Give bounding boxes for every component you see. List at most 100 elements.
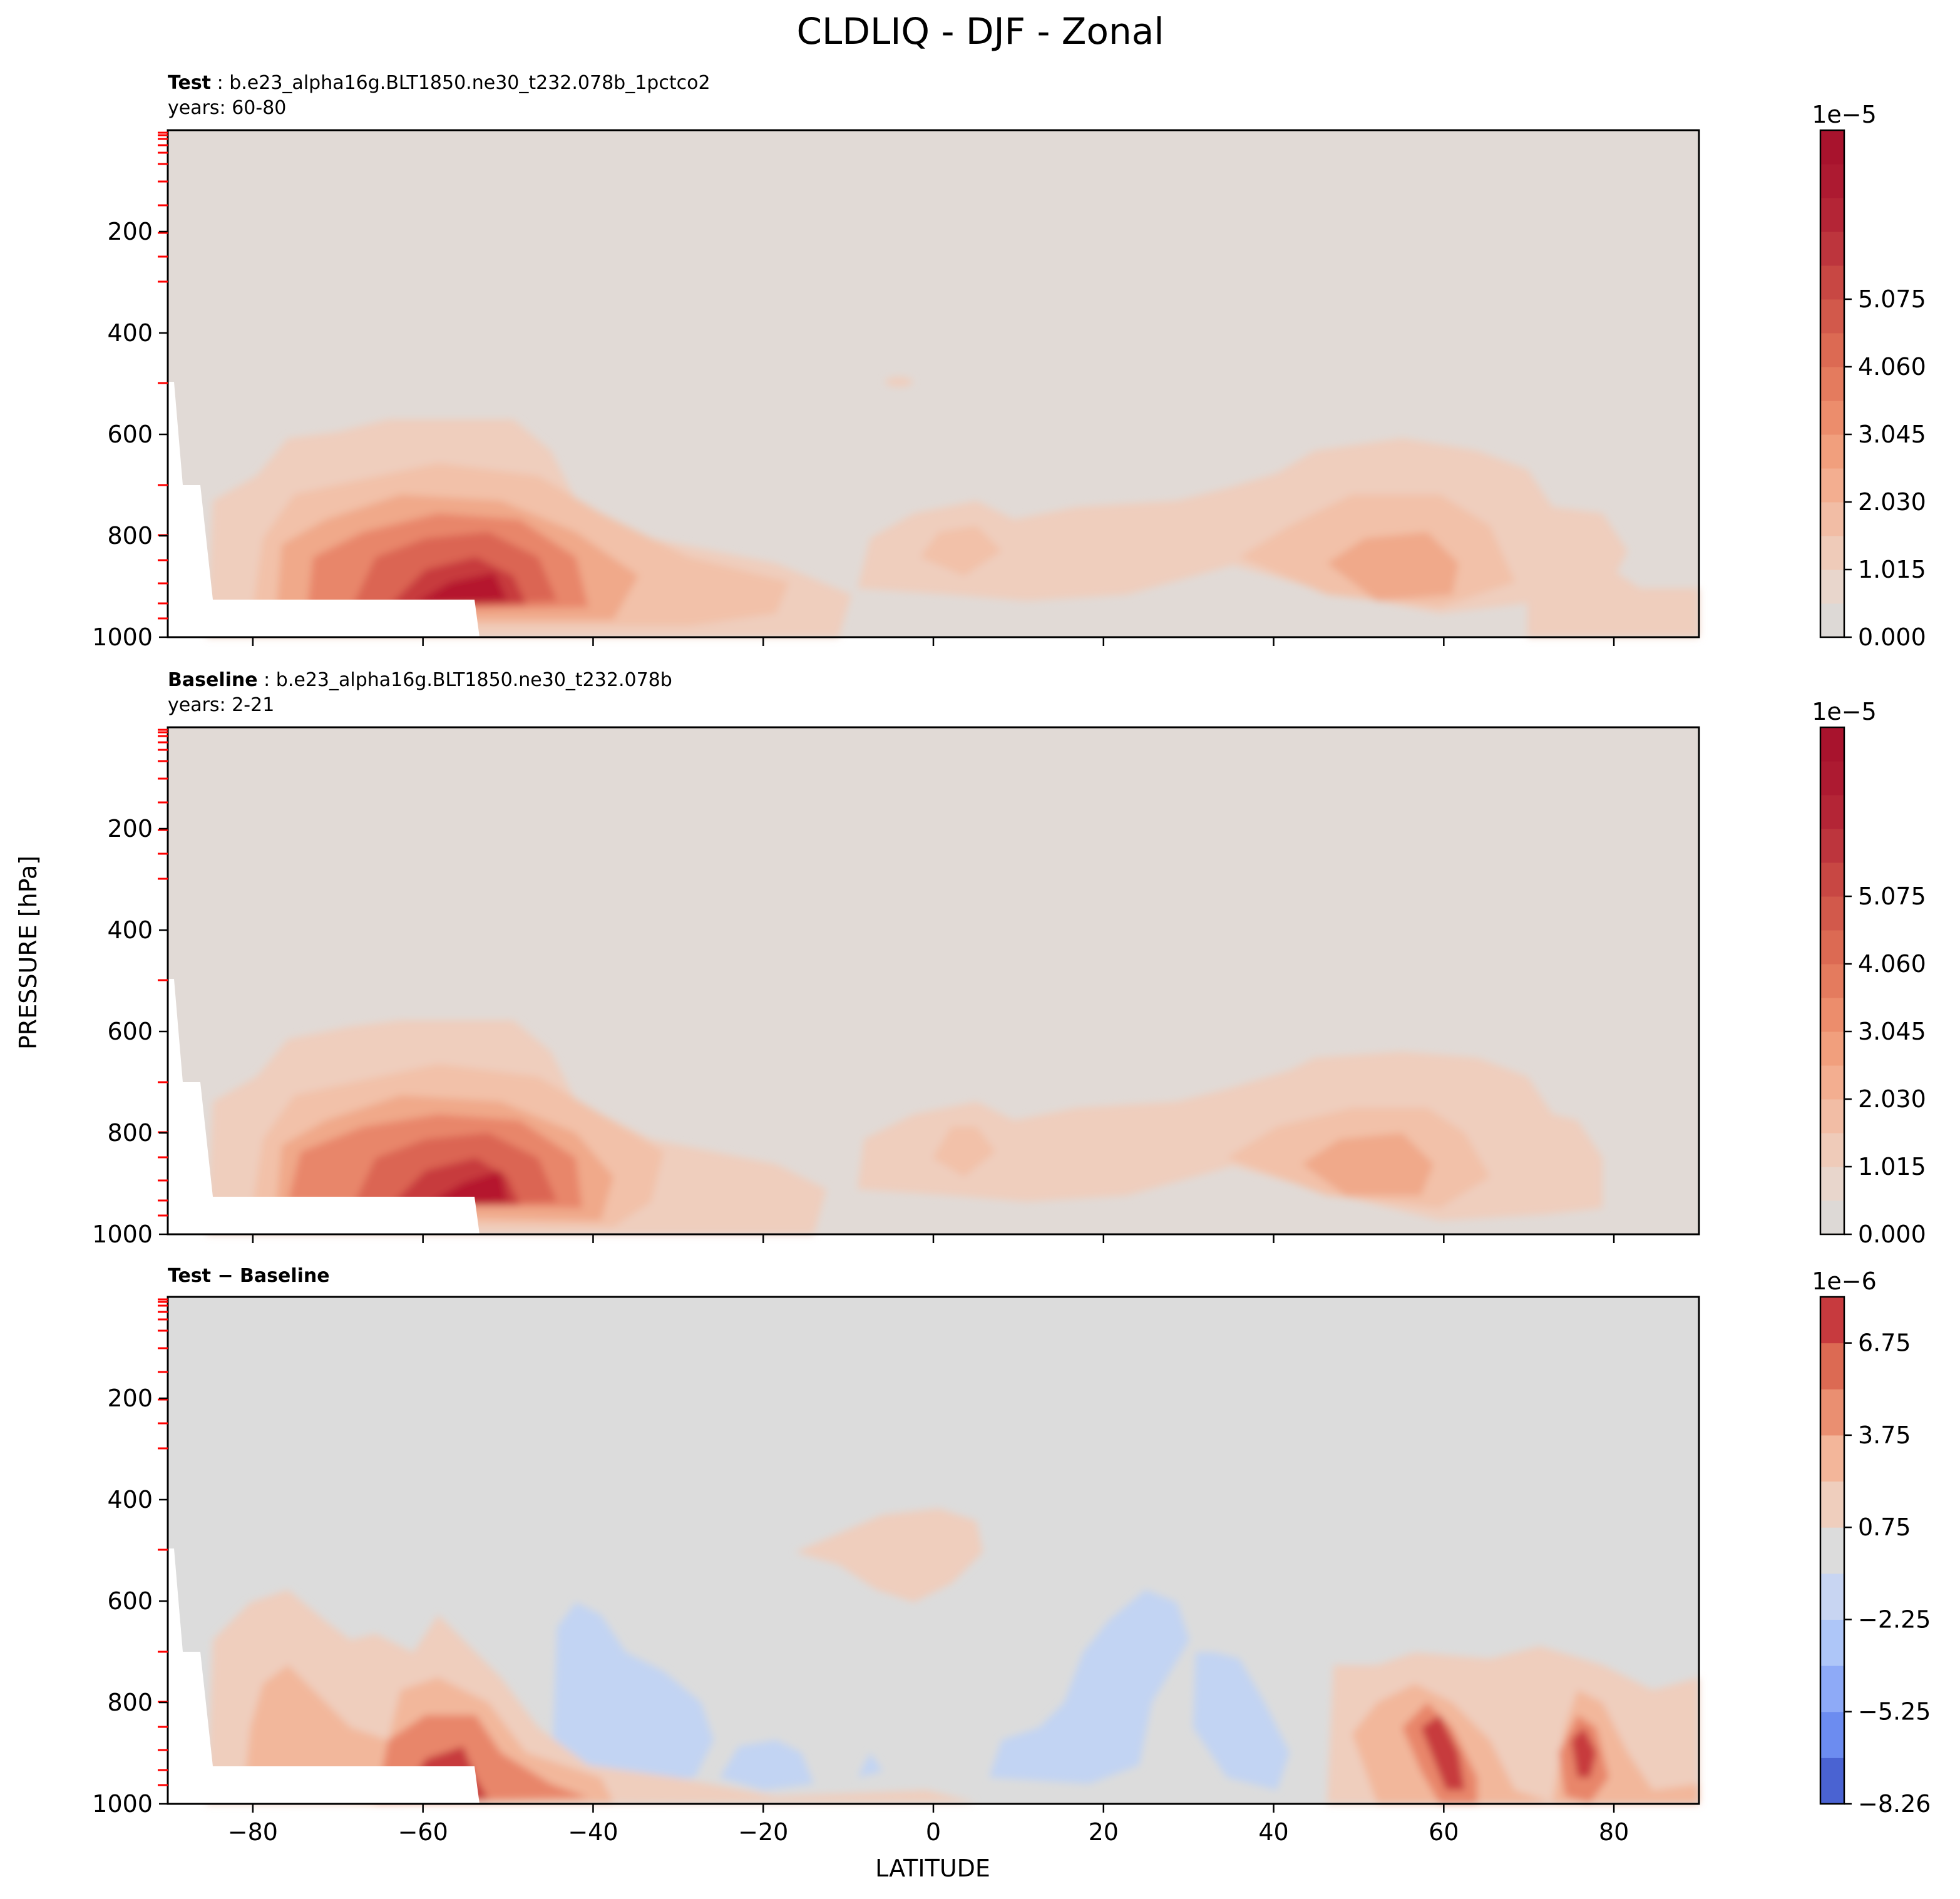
colorbar-swatch [1820, 603, 1844, 638]
colorbar-swatch [1820, 232, 1844, 266]
y-ticks: 200 400 600 800 1000 [92, 815, 168, 1248]
colorbar: 1e−6 −8.26 −5.25 −2.25 0.75 3.75 6.75 [1812, 1267, 1931, 1818]
red-level-ticks [158, 1298, 168, 1786]
panel-baseline: Baseline : b.e23_alpha16g.BLT1850.ne30_t… [92, 669, 1926, 1248]
y-tick-label: 600 [107, 1018, 153, 1045]
plot-area [168, 1297, 1699, 1804]
contour-n-3 [1327, 532, 1459, 601]
colorbar-exponent: 1e−5 [1812, 698, 1877, 725]
contour-level-7 [426, 1170, 507, 1205]
colorbar: 1e−5 0.000 1.015 2.030 3.045 4.060 5.075 [1812, 101, 1926, 651]
colorbar-swatch [1820, 1573, 1844, 1620]
x-axis-label: LATITUDE [875, 1855, 990, 1882]
panel-subtitle: years: 60-80 [168, 97, 286, 119]
y-tick-label: 800 [107, 522, 153, 550]
topography-mask [168, 1548, 480, 1804]
svg-text:Baseline : b.e23_alpha16: Baseline : b.e23_alpha16g.BLT1850.ne30_t… [168, 669, 672, 691]
colorbar-exponent: 1e−5 [1812, 101, 1877, 128]
colorbar-swatch [1820, 1758, 1844, 1804]
y-ticks: 200 400 600 800 1000 [92, 218, 168, 651]
x-tick-label: 40 [1258, 1818, 1288, 1846]
panel-title-case: : b.e23_alpha16g.BLT1850.ne30_t232.078b_… [217, 72, 711, 94]
contour-neg-4 [989, 1590, 1189, 1784]
colorbar-swatches [1820, 727, 1844, 1235]
x-tick-label: 0 [926, 1818, 941, 1846]
colorbar-swatch [1820, 727, 1844, 762]
x-tick-label: −20 [738, 1818, 788, 1846]
y-tick-label: 1000 [92, 623, 153, 651]
colorbar-swatch [1820, 1133, 1844, 1167]
colorbar-swatch [1820, 1065, 1844, 1100]
y-tick-label: 1000 [92, 1790, 153, 1818]
colorbar-swatch [1820, 1619, 1844, 1666]
contour-neg-5 [1193, 1652, 1290, 1790]
x-tick-label: 60 [1429, 1818, 1459, 1846]
contour-eq-2 [933, 1127, 995, 1177]
panel-test: Test : b.e23_alpha16g.BLT1850.ne30_t232.… [92, 72, 1926, 651]
colorbar-tick-label: −8.26 [1858, 1790, 1931, 1818]
colorbar-swatch [1820, 1711, 1844, 1758]
colorbar-swatch [1820, 401, 1844, 435]
colorbar-tick-label: 3.75 [1858, 1421, 1911, 1449]
colorbar-swatch [1820, 1099, 1844, 1134]
x-tick-label: −40 [568, 1818, 618, 1846]
colorbar-tick-label: 0.000 [1858, 623, 1926, 651]
colorbar-tick-label: 2.030 [1858, 488, 1926, 516]
x-ticks [252, 637, 1615, 646]
colorbar-tick-label: 2.030 [1858, 1085, 1926, 1113]
x-tick-label: 20 [1089, 1818, 1119, 1846]
colorbar-tick-label: 6.75 [1858, 1329, 1911, 1357]
colorbar-tick-label: 1.015 [1858, 1153, 1926, 1180]
x-tick-label: −80 [228, 1818, 278, 1846]
contour-eq-2 [920, 526, 1002, 576]
panel-difference: Test − Baseline [92, 1265, 1931, 1846]
colorbar: 1e−5 0.000 1.015 2.030 3.045 4.060 5.075 [1812, 698, 1926, 1248]
colorbar-frame [1819, 726, 1845, 1236]
y-ticks: 200 400 600 800 1000 [92, 1385, 168, 1818]
y-tick-label: 600 [107, 421, 153, 448]
colorbar-tick-label: −5.25 [1858, 1698, 1931, 1726]
colorbar-swatch [1820, 862, 1844, 897]
x-tick-label: −60 [398, 1818, 448, 1846]
panel-title-bold: Test − Baseline [168, 1265, 330, 1287]
colorbar-swatch [1820, 570, 1844, 604]
red-level-ticks [158, 729, 168, 1217]
colorbar-swatch [1820, 130, 1844, 165]
colorbar-exponent: 1e−6 [1812, 1267, 1877, 1295]
colorbar-ticks: −8.26 −5.25 −2.25 0.75 3.75 6.75 [1844, 1329, 1931, 1818]
y-tick-label: 400 [107, 319, 153, 347]
colorbar-swatch [1820, 265, 1844, 300]
colorbar-frame [1819, 1296, 1845, 1805]
colorbar-swatch [1820, 1666, 1844, 1712]
colorbar-swatch [1820, 795, 1844, 829]
contour-fill [207, 377, 1699, 637]
y-tick-label: 200 [107, 815, 153, 842]
x-ticks: −80 −60 −40 −20 0 20 40 60 80 [228, 1804, 1629, 1846]
y-tick-label: 600 [107, 1587, 153, 1615]
contour-neg-3 [858, 1753, 883, 1778]
colorbar-tick-label: 1.015 [1858, 556, 1926, 583]
colorbar-tick-label: 3.045 [1858, 421, 1926, 448]
contour-fill [207, 1020, 1603, 1234]
colorbar-swatch [1820, 299, 1844, 334]
colorbar-frame [1819, 129, 1845, 638]
colorbar-swatch [1820, 964, 1844, 998]
y-tick-label: 400 [107, 916, 153, 944]
colorbar-swatch [1820, 1481, 1844, 1528]
contour-neg-1 [551, 1602, 714, 1790]
contour-np-1 [1527, 513, 1699, 637]
x-tick-label: 80 [1599, 1818, 1629, 1846]
colorbar-tick-label: 5.075 [1858, 285, 1926, 313]
y-tick-label: 400 [107, 1486, 153, 1513]
panel-subtitle: years: 2-21 [168, 694, 274, 716]
colorbar-swatch [1820, 1343, 1844, 1390]
colorbar-swatches [1820, 130, 1844, 638]
x-ticks [252, 1234, 1615, 1243]
colorbar-swatch [1820, 468, 1844, 503]
contour-pos-n4 [1421, 1715, 1465, 1790]
colorbar-tick-label: −2.25 [1858, 1605, 1931, 1633]
y-tick-label: 1000 [92, 1221, 153, 1248]
figure-title: CLDLIQ - DJF - Zonal [797, 10, 1164, 53]
colorbar-swatch [1820, 1297, 1844, 1344]
